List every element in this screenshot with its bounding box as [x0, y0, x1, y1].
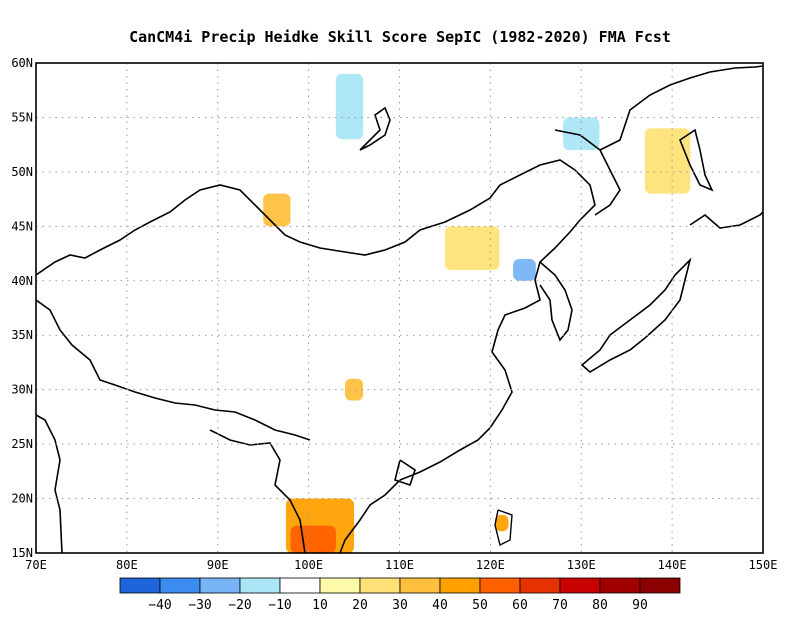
shaded-region-west-siberia: [263, 193, 291, 227]
chart-title: CanCM4i Precip Heidke Skill Score SepIC …: [129, 28, 671, 46]
colorbar-swatch: [199, 577, 241, 594]
colorbar-label: 50: [472, 598, 488, 613]
colorbar-label: 90: [632, 598, 648, 613]
lat-tick-label: 20N: [11, 492, 33, 506]
colorbar-swatch: [399, 577, 441, 594]
colorbar-label: 20: [352, 598, 368, 613]
lat-tick-label: 25N: [11, 437, 33, 451]
lat-tick-label: 15N: [11, 546, 33, 560]
colorbar-swatch: [279, 577, 321, 594]
colorbar-swatch: [319, 577, 361, 594]
colorbar-label: 10: [312, 598, 328, 613]
lat-tick-label: 40N: [11, 274, 33, 288]
colorbar: −40 −30 −20 −10 10 20 30 40 50 60 70 80 90: [119, 577, 681, 613]
lon-tick-label: 80E: [116, 558, 138, 572]
colorbar-swatch: [519, 577, 561, 594]
lon-tick-label: 70E: [25, 558, 47, 572]
shaded-region-lake-baikal-north: [335, 73, 364, 140]
colorbar-swatch: [119, 577, 161, 594]
lat-tick-label: 60N: [11, 56, 33, 70]
lon-tick-label: 100E: [294, 558, 323, 572]
lat-tick-label: 45N: [11, 219, 33, 233]
colorbar-label: 30: [392, 598, 408, 613]
colorbar-swatch: [639, 577, 681, 594]
colorbar-label: −30: [188, 598, 211, 613]
shaded-region-n-china: [444, 226, 500, 270]
colorbar-label: 40: [432, 598, 448, 613]
shaded-region-taiwan: [494, 514, 509, 532]
shaded-region-malay-core: [290, 525, 336, 553]
lon-tick-label: 140E: [658, 558, 687, 572]
coastlines: [36, 65, 763, 553]
colorbar-label: −20: [228, 598, 251, 613]
colorbar-label: 80: [592, 598, 608, 613]
graticule: [36, 63, 763, 553]
colorbar-swatch: [559, 577, 601, 594]
lat-tick-label: 55N: [11, 110, 33, 124]
colorbar-label: −10: [268, 598, 291, 613]
colorbar-swatch: [359, 577, 401, 594]
lon-tick-label: 110E: [385, 558, 414, 572]
lon-tick-label: 120E: [476, 558, 505, 572]
colorbar-swatch: [439, 577, 481, 594]
lon-tick-label: 90E: [207, 558, 229, 572]
colorbar-label: 70: [552, 598, 568, 613]
colorbar-swatch: [239, 577, 281, 594]
lat-tick-label: 35N: [11, 328, 33, 342]
latitude-tick-labels: 15N 20N 25N 30N 35N 40N 45N 50N 55N 60N: [11, 56, 33, 560]
lon-tick-label: 150E: [749, 558, 778, 572]
shaded-region-central-china: [344, 378, 364, 401]
colorbar-label: 60: [512, 598, 528, 613]
lat-tick-label: 30N: [11, 383, 33, 397]
shaded-region-kamchatka-north: [644, 128, 691, 194]
lat-tick-label: 50N: [11, 165, 33, 179]
colorbar-swatch: [479, 577, 521, 594]
colorbar-swatch: [599, 577, 641, 594]
longitude-tick-labels: 70E 80E 90E 100E 110E 120E 130E 140E 150E: [25, 558, 777, 572]
colorbar-label: −40: [148, 598, 171, 613]
colorbar-swatch: [159, 577, 201, 594]
plot-frame: [35, 62, 764, 554]
lon-tick-label: 130E: [567, 558, 596, 572]
shaded-region-korea-bay: [513, 259, 536, 281]
precip-skill-shading: [263, 73, 691, 553]
